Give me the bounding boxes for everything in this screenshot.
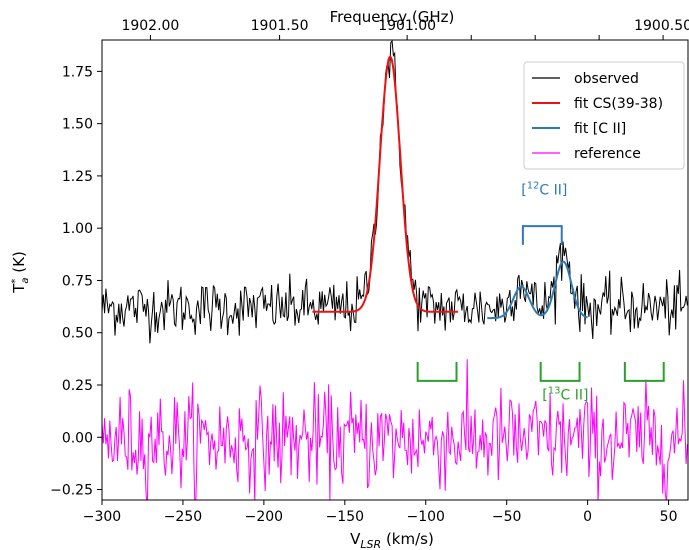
y-tick-label: 1.00 (62, 221, 93, 237)
x-axis-label: VLSR (km/s) (350, 530, 434, 550)
legend-box (523, 61, 685, 170)
series-layer (102, 40, 688, 500)
top-tick-label: 1901.00 (378, 18, 436, 34)
x-tick-label: 0 (583, 509, 592, 525)
series-line-reference (102, 359, 688, 500)
legend: observed fit CS(39-38) fit [C II] reference (523, 61, 685, 170)
c13-bracket (539, 362, 581, 382)
series-line-observed (102, 40, 688, 344)
x-tick-label: −100 (407, 509, 445, 525)
c13-bracket (416, 362, 458, 382)
top-tick-label: 1900.50 (634, 18, 689, 34)
top-tick-label: 1901.50 (251, 18, 309, 34)
y-tick-label: −0.25 (50, 483, 93, 499)
plot-frame (101, 39, 689, 501)
y-tick-label: 0.25 (62, 378, 93, 394)
x-tick-label: −150 (326, 509, 364, 525)
y-axis-label-sup: * (10, 279, 21, 284)
y-tick-label: 1.25 (62, 169, 93, 185)
c12-bracket (521, 225, 563, 245)
x-tick-label: −250 (164, 509, 202, 525)
y-axis-label-unit: (K) (10, 251, 28, 277)
c13-label: [13C II] (542, 386, 588, 404)
series-line-fit-c-ii- (487, 260, 588, 320)
y-axis-label: T*a (K) (10, 251, 31, 294)
y-tick-label: 0.75 (62, 273, 93, 289)
x-axis-label-unit: (km/s) (381, 530, 434, 548)
legend-label: observed (574, 71, 639, 87)
top-axis-label: Frequency (GHz) (330, 8, 455, 26)
y-tick-label: 1.50 (62, 117, 93, 133)
x-axis-label-main: V (350, 530, 361, 548)
top-tick-label: 1902.00 (121, 18, 179, 34)
y-axis-label-sub: a (20, 278, 31, 284)
x-tick-label: −300 (83, 509, 121, 525)
y-axis-label-main: T (10, 283, 28, 294)
y-tick-label: 0.50 (62, 326, 93, 342)
legend-label: reference (574, 146, 641, 162)
x-axis-label-sub: LSR (360, 538, 381, 550)
legend-label: fit [C II] (574, 121, 626, 137)
x-tick-label: 50 (660, 509, 678, 525)
c13-bracket (623, 362, 665, 382)
x-tick-label: −200 (245, 509, 283, 525)
y-tick-label: 1.75 (62, 64, 93, 80)
x-tick-label: −50 (492, 509, 522, 525)
series-line-fit-cs-39-38- (312, 55, 459, 313)
legend-label: fit CS(39-38) (574, 96, 663, 112)
axis-layer: −300 −250 −200 −150 −100 −50 0 50 −0.25 0.00 0.25 0… (50, 18, 689, 525)
annotation-layer: [12C II] [13C II] (416, 181, 665, 404)
c12-label: [12C II] (521, 181, 567, 199)
y-tick-label: 0.00 (62, 430, 93, 446)
